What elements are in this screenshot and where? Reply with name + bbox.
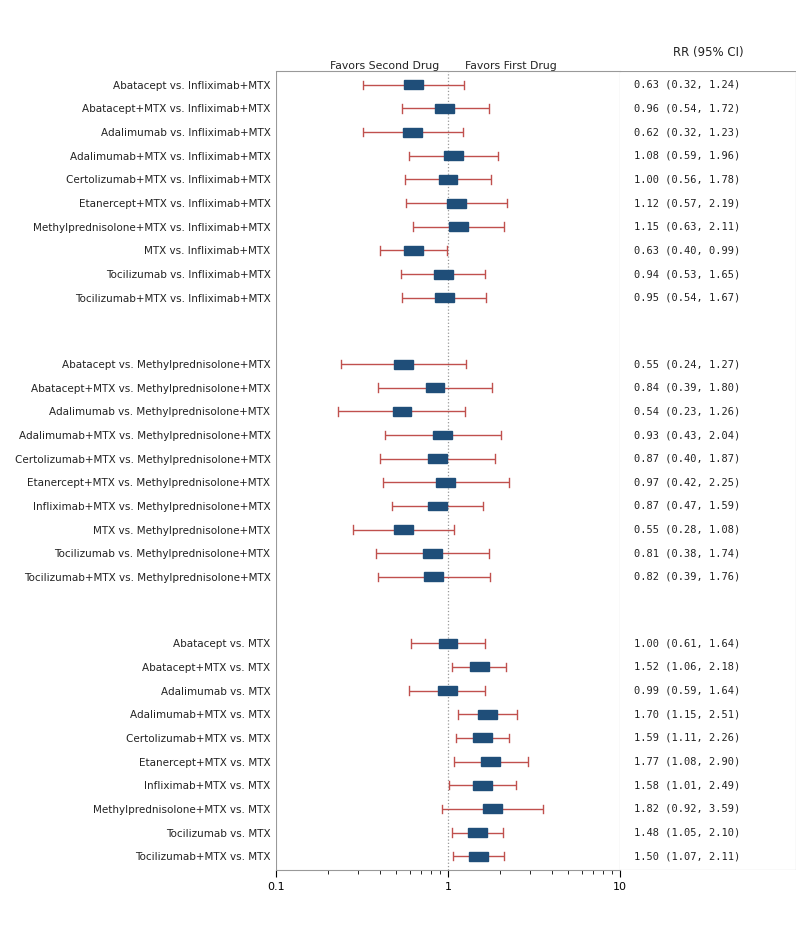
Text: 1.08 (0.59, 1.96): 1.08 (0.59, 1.96)	[634, 151, 740, 161]
Bar	[436, 478, 455, 486]
Bar	[473, 781, 492, 789]
Bar	[394, 525, 413, 534]
Bar	[403, 128, 422, 136]
Text: 0.97 (0.42, 2.25): 0.97 (0.42, 2.25)	[634, 477, 740, 487]
Text: 0.96 (0.54, 1.72): 0.96 (0.54, 1.72)	[634, 104, 740, 114]
Text: 1.12 (0.57, 2.19): 1.12 (0.57, 2.19)	[634, 199, 740, 208]
Bar	[394, 359, 413, 369]
Text: 0.94 (0.53, 1.65): 0.94 (0.53, 1.65)	[634, 269, 740, 279]
Text: 1.58 (1.01, 2.49): 1.58 (1.01, 2.49)	[634, 780, 740, 790]
Bar	[438, 639, 458, 647]
Bar	[481, 758, 500, 766]
Bar	[434, 269, 453, 279]
Bar	[422, 549, 442, 558]
Text: 1.00 (0.61, 1.64): 1.00 (0.61, 1.64)	[634, 638, 740, 648]
Text: RR (95% CI): RR (95% CI)	[673, 46, 743, 59]
Text: 0.54 (0.23, 1.26): 0.54 (0.23, 1.26)	[634, 407, 740, 416]
Bar	[469, 852, 488, 861]
Bar	[449, 222, 468, 231]
Text: 0.55 (0.24, 1.27): 0.55 (0.24, 1.27)	[634, 359, 740, 369]
Bar	[435, 104, 454, 113]
Text: 1.48 (1.05, 2.10): 1.48 (1.05, 2.10)	[634, 827, 740, 837]
Text: 1.52 (1.06, 2.18): 1.52 (1.06, 2.18)	[634, 662, 740, 672]
Text: 1.77 (1.08, 2.90): 1.77 (1.08, 2.90)	[634, 757, 740, 767]
Text: 0.63 (0.40, 0.99): 0.63 (0.40, 0.99)	[634, 246, 740, 255]
Text: 1.00 (0.56, 1.78): 1.00 (0.56, 1.78)	[634, 174, 740, 184]
Bar	[468, 828, 486, 837]
Text: 0.87 (0.47, 1.59): 0.87 (0.47, 1.59)	[634, 501, 740, 511]
Bar	[424, 572, 442, 582]
Bar	[433, 431, 452, 439]
Bar	[434, 294, 454, 302]
Text: 1.70 (1.15, 2.51): 1.70 (1.15, 2.51)	[634, 710, 740, 719]
Text: 1.50 (1.07, 2.11): 1.50 (1.07, 2.11)	[634, 852, 740, 861]
Bar	[478, 710, 497, 719]
Bar	[438, 686, 457, 695]
Text: Favors Second Drug: Favors Second Drug	[330, 60, 439, 71]
Bar	[447, 199, 466, 208]
Text: 0.99 (0.59, 1.64): 0.99 (0.59, 1.64)	[634, 686, 740, 695]
Text: 1.59 (1.11, 2.26): 1.59 (1.11, 2.26)	[634, 733, 740, 742]
Bar	[483, 805, 502, 813]
Text: 1.82 (0.92, 3.59): 1.82 (0.92, 3.59)	[634, 804, 740, 814]
Bar	[444, 152, 463, 160]
Bar	[438, 175, 458, 183]
Bar	[470, 662, 489, 672]
Bar	[404, 246, 423, 255]
Text: 0.63 (0.32, 1.24): 0.63 (0.32, 1.24)	[634, 80, 740, 89]
Bar	[428, 502, 447, 510]
Text: 0.55 (0.28, 1.08): 0.55 (0.28, 1.08)	[634, 525, 740, 534]
Bar	[473, 733, 492, 742]
Text: 1.15 (0.63, 2.11): 1.15 (0.63, 2.11)	[634, 222, 740, 231]
Text: 0.84 (0.39, 1.80): 0.84 (0.39, 1.80)	[634, 383, 740, 392]
Text: 0.82 (0.39, 1.76): 0.82 (0.39, 1.76)	[634, 572, 740, 582]
Text: 0.93 (0.43, 2.04): 0.93 (0.43, 2.04)	[634, 430, 740, 440]
Bar	[428, 455, 447, 463]
Text: 0.81 (0.38, 1.74): 0.81 (0.38, 1.74)	[634, 549, 740, 558]
Text: 0.95 (0.54, 1.67): 0.95 (0.54, 1.67)	[634, 293, 740, 303]
Text: 0.87 (0.40, 1.87): 0.87 (0.40, 1.87)	[634, 454, 740, 464]
Bar	[426, 383, 445, 392]
Text: Favors First Drug: Favors First Drug	[466, 60, 557, 71]
Bar	[404, 80, 423, 89]
Bar	[393, 407, 411, 416]
Text: 0.62 (0.32, 1.23): 0.62 (0.32, 1.23)	[634, 127, 740, 137]
